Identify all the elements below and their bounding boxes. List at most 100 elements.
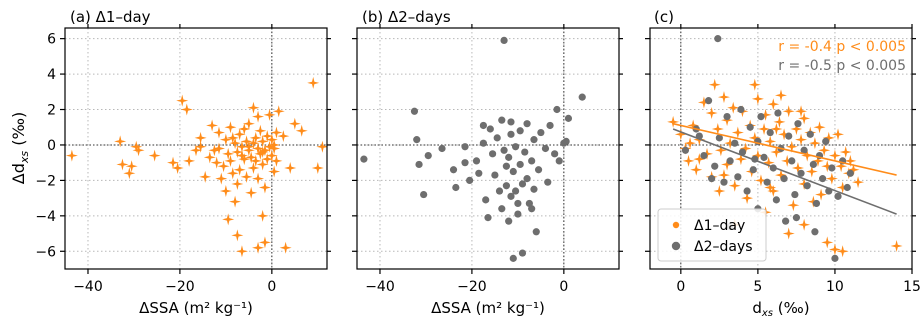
data-point [509, 167, 517, 176]
data-point [818, 144, 831, 157]
data-point [808, 137, 821, 150]
data-point [831, 254, 839, 262]
data-point [488, 150, 497, 158]
data-point [240, 170, 253, 183]
data-point [828, 243, 841, 256]
data-point [697, 96, 710, 109]
data-point [690, 163, 703, 176]
data-point [242, 117, 255, 130]
panel-b-points [360, 36, 586, 262]
x-tick-label: −40 [365, 279, 395, 295]
data-point [667, 115, 680, 128]
data-point [738, 148, 747, 156]
y-tick-label: 2 [47, 103, 56, 119]
data-point [491, 171, 499, 179]
data-point [466, 176, 474, 184]
data-point [258, 181, 271, 194]
data-point [528, 205, 536, 213]
data-point [295, 124, 308, 137]
data-point [495, 187, 504, 195]
data-point [288, 117, 301, 130]
data-point [843, 183, 851, 192]
data-point [500, 36, 508, 45]
data-point [229, 137, 242, 150]
data-point [190, 144, 202, 157]
data-point [770, 146, 783, 159]
data-point [507, 192, 515, 200]
data-point [759, 108, 772, 121]
data-point [507, 118, 515, 126]
data-point [148, 149, 161, 162]
data-point [180, 103, 193, 116]
panel-b-x-axis-label: ΔSSA (m² kg⁻¹) [431, 299, 545, 317]
data-point [279, 241, 292, 254]
data-point [734, 153, 747, 166]
data-point [514, 210, 522, 218]
data-point [537, 128, 545, 137]
data-point [222, 213, 235, 226]
data-point [781, 154, 794, 167]
data-point [798, 218, 811, 231]
data-point [564, 114, 573, 122]
data-point [717, 169, 730, 182]
data-point [809, 160, 817, 169]
data-point [792, 214, 801, 222]
legend-marker-gray [671, 241, 681, 251]
data-point [505, 217, 513, 225]
data-point [757, 113, 765, 121]
data-point [245, 186, 258, 199]
data-point [773, 115, 786, 128]
data-point [739, 142, 752, 155]
data-point [176, 94, 189, 107]
data-point [194, 131, 207, 144]
data-point [254, 124, 267, 137]
data-point [743, 187, 751, 195]
data-point [772, 196, 780, 204]
y-tick-label: 0 [47, 138, 56, 154]
data-point [229, 195, 242, 208]
data-point [493, 134, 501, 142]
data-point [811, 154, 824, 167]
data-point [798, 112, 811, 125]
data-point [167, 156, 180, 169]
data-point [763, 178, 771, 186]
data-point [261, 130, 274, 143]
data-point [551, 150, 559, 158]
data-point [484, 214, 492, 222]
panel-b-ticks: −40 −20 0 [352, 24, 623, 295]
data-point [780, 175, 788, 183]
data-point [847, 163, 860, 176]
data-point [360, 155, 368, 163]
data-point [194, 140, 207, 153]
data-point [486, 125, 494, 133]
data-point [270, 126, 283, 139]
data-point [530, 185, 538, 193]
data-point [839, 146, 852, 159]
data-point [212, 142, 225, 155]
data-point [721, 158, 734, 171]
panel-c: 0 5 10 15 (c) dxs (‰) r = -0.4 p < 0.005 r … [645, 8, 920, 319]
panel-c-x-axis-label: dxs (‰) [752, 299, 809, 319]
data-point [767, 98, 780, 111]
data-point [272, 105, 285, 118]
x-tick-label: 0 [559, 279, 568, 295]
data-point [546, 121, 554, 130]
data-point [715, 134, 723, 142]
panel-a-ticks: −40 −20 0 6 4 2 0 −2 −4 −6 [35, 24, 331, 295]
legend-label-1day: Δ1–day [694, 218, 745, 234]
data-point [206, 119, 219, 132]
data-point [252, 142, 265, 155]
data-point [801, 149, 814, 162]
data-point [746, 123, 754, 131]
data-point [530, 136, 538, 144]
data-point [413, 136, 421, 144]
legend-marker-orange [672, 221, 680, 229]
legend-label-2days: Δ2–days [694, 239, 753, 255]
data-point [449, 166, 458, 174]
panel-b: −40 −20 0 (b) Δ2–days ΔSSA (m² kg⁻¹) [352, 8, 623, 317]
data-point [754, 174, 767, 187]
data-point [509, 254, 517, 262]
y-tick-label: −2 [35, 173, 56, 189]
data-point [511, 143, 520, 151]
data-point [256, 135, 269, 148]
